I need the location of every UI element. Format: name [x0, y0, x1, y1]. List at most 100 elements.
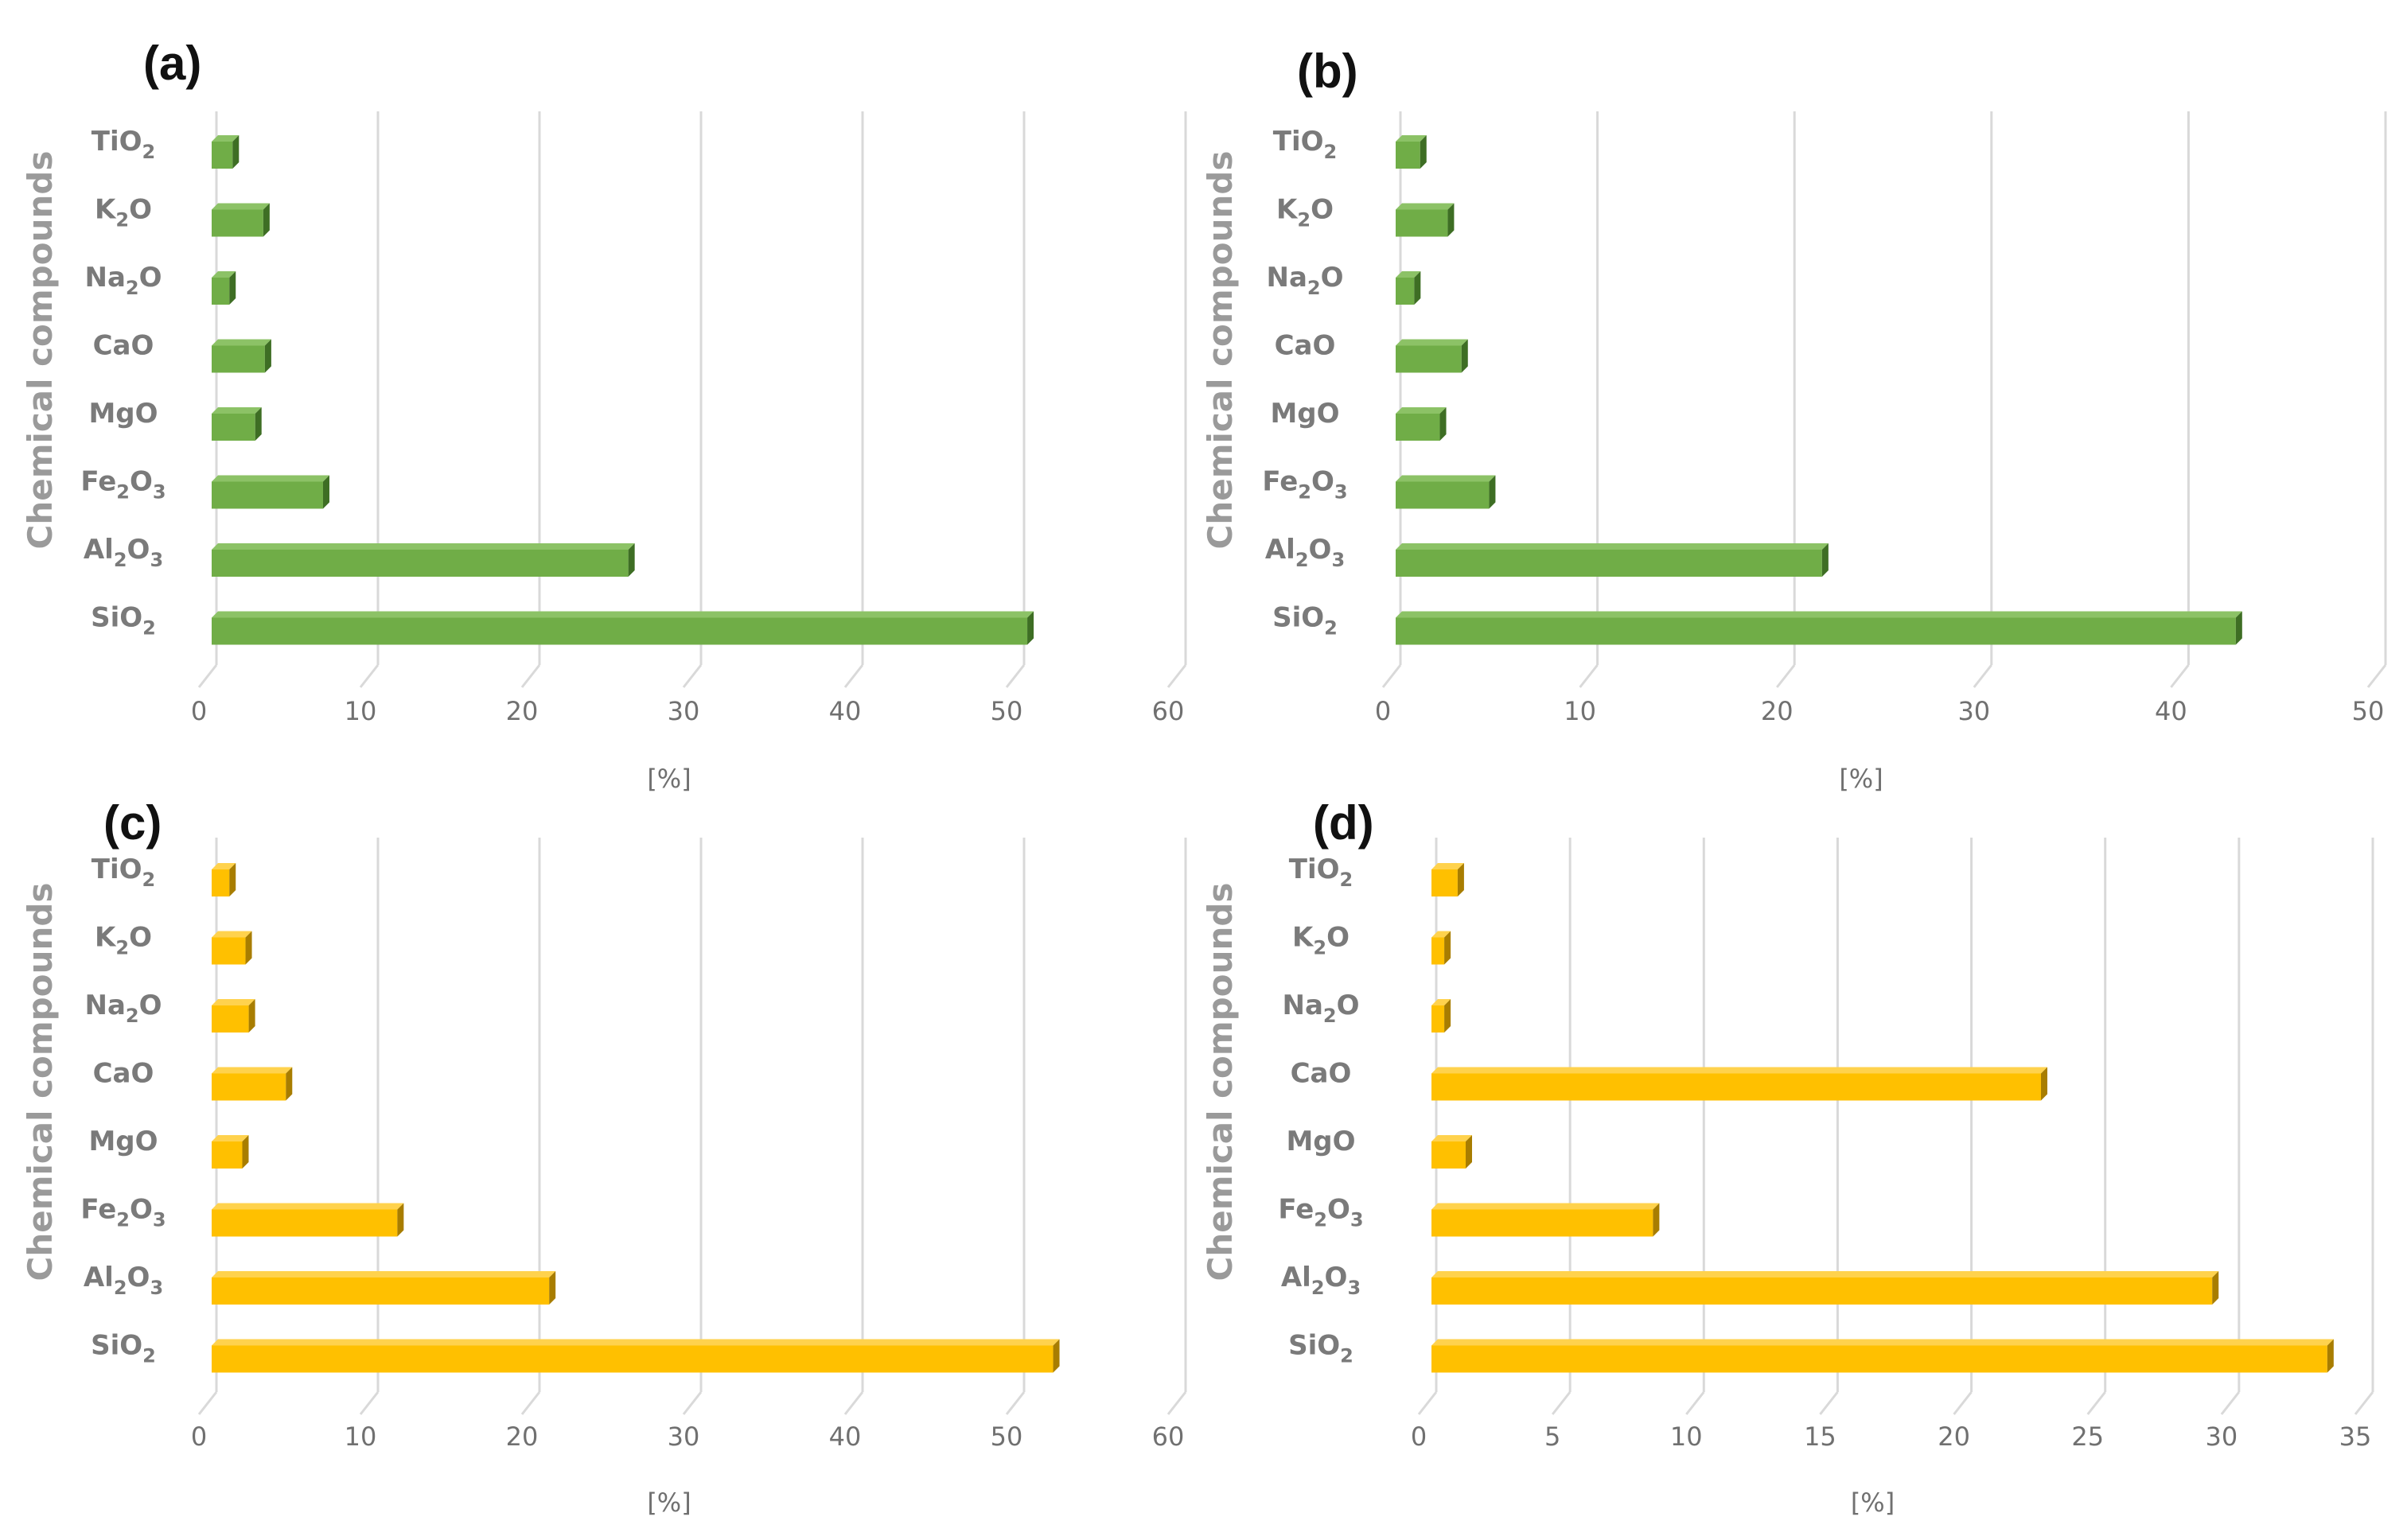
bar-top-face — [212, 339, 271, 346]
bar-side-face — [1457, 863, 1464, 896]
bar-front-face — [1396, 209, 1448, 237]
bar — [1431, 1067, 2048, 1101]
bar-side-face — [286, 1067, 293, 1101]
x-axis-title: [%] — [647, 764, 691, 794]
y-category-label: Al2O3 — [1265, 534, 1345, 571]
y-category-label: K2O — [95, 194, 152, 231]
bar-side-face — [2212, 1271, 2219, 1305]
bar — [212, 1339, 1060, 1373]
y-category-label: Fe2O3 — [80, 466, 166, 504]
bar-top-face — [212, 1135, 249, 1141]
bar-side-face — [397, 1203, 404, 1237]
chart-panel-d: 0 5 10 15 20 25 30 35 TiO2 K2O Na2O CaO MgO Fe2O3 Al2O… — [1201, 796, 2374, 1518]
floor-line — [843, 1391, 864, 1415]
bar-side-face — [1653, 1203, 1660, 1237]
bar-front-face — [212, 1209, 398, 1237]
y-category-label: CaO — [1275, 330, 1336, 362]
floor-line — [1551, 1391, 1572, 1415]
y-category-label: Fe2O3 — [80, 1194, 166, 1231]
bar — [1431, 931, 1451, 965]
bar — [1396, 135, 1427, 169]
chart-panel-a: 0 10 20 30 40 50 60 TiO2 K2O Na2O CaO MgO Fe2O3 Al2O3… — [21, 37, 1187, 794]
x-tick-label: 0 — [1411, 1421, 1427, 1452]
y-category-label: Al2O3 — [1281, 1262, 1361, 1299]
bar-top-face — [212, 475, 329, 482]
bar — [1396, 203, 1455, 237]
bar-top-face — [212, 1339, 1060, 1346]
bar-side-face — [1053, 1339, 1060, 1373]
floor-line — [843, 664, 864, 688]
bar-top-face — [1396, 543, 1829, 550]
bar-side-face — [232, 135, 240, 169]
x-tick-label: 20 — [506, 696, 539, 726]
floor-line — [1579, 664, 1599, 688]
x-tick-label: 5 — [1544, 1421, 1560, 1452]
bar-top-face — [212, 203, 270, 210]
bar-side-face — [1444, 999, 1451, 1032]
bar-front-face — [212, 1005, 249, 1032]
bar — [212, 931, 252, 965]
y-category-label: K2O — [1276, 194, 1334, 231]
floor-line — [2220, 1391, 2241, 1415]
bar — [1396, 475, 1496, 509]
y-category-label: SiO2 — [91, 602, 156, 640]
floor-line — [682, 664, 703, 688]
bar — [1431, 1271, 2219, 1305]
bar-top-face — [1431, 1067, 2048, 1074]
bar-front-face — [1396, 142, 1420, 169]
bar-front-face — [1431, 937, 1445, 965]
bar-side-face — [2235, 611, 2242, 645]
floor-line — [520, 1391, 541, 1415]
x-tick-label: 30 — [2205, 1421, 2238, 1452]
bar-top-face — [1396, 339, 1468, 346]
bar — [1396, 407, 1447, 441]
bar-front-face — [212, 1278, 550, 1305]
x-tick-label: 0 — [191, 696, 207, 726]
floor-line — [2354, 1391, 2374, 1415]
x-tick-label: 40 — [829, 1421, 862, 1452]
bar-top-face — [1396, 611, 2242, 618]
bar-front-face — [212, 937, 246, 965]
bar-front-face — [212, 617, 1028, 645]
floor-line — [520, 664, 541, 688]
x-tick-label: 0 — [191, 1421, 207, 1452]
floor-line — [197, 1391, 218, 1415]
bar-side-face — [322, 475, 329, 509]
bar-top-face — [212, 999, 255, 1005]
bar — [212, 475, 329, 509]
floor-line — [2086, 1391, 2106, 1415]
bar — [1396, 543, 1829, 577]
bar-top-face — [1431, 1203, 1660, 1210]
y-category-label: Fe2O3 — [1262, 466, 1347, 504]
bar-front-face — [212, 142, 233, 169]
bar-front-face — [1396, 617, 2236, 645]
bar-front-face — [212, 550, 629, 577]
bar-front-face — [212, 209, 263, 237]
floor-line — [1417, 1391, 1438, 1415]
panel-label: (c) — [103, 796, 162, 850]
x-tick-label: 10 — [1670, 1421, 1703, 1452]
floor-line — [1973, 664, 1992, 688]
bar — [212, 611, 1034, 645]
floor-line — [682, 1391, 703, 1415]
bar-side-face — [2327, 1339, 2334, 1373]
bar-top-face — [1431, 863, 1464, 869]
x-tick-label: 20 — [506, 1421, 539, 1452]
bar-front-face — [212, 1141, 243, 1169]
y-category-label: MgO — [88, 1126, 158, 1157]
chart-panel-c: 0 10 20 30 40 50 60 TiO2 K2O Na2O CaO MgO Fe2O3 Al2O3… — [21, 796, 1187, 1518]
y-category-label: Na2O — [1266, 262, 1343, 299]
bar-top-face — [1396, 407, 1447, 414]
y-category-label: Al2O3 — [84, 534, 163, 571]
y-category-label: Na2O — [84, 990, 162, 1027]
bar-front-face — [212, 414, 255, 441]
x-tick-label: 50 — [991, 696, 1023, 726]
x-tick-label: 30 — [668, 696, 700, 726]
bar-front-face — [1431, 1073, 2042, 1101]
bar-top-face — [212, 543, 635, 550]
bar-top-face — [212, 1203, 404, 1210]
x-tick-label: 0 — [1375, 696, 1391, 726]
x-axis-title: [%] — [1839, 764, 1883, 794]
bar-side-face — [1489, 475, 1496, 509]
bar-front-face — [1396, 278, 1415, 305]
